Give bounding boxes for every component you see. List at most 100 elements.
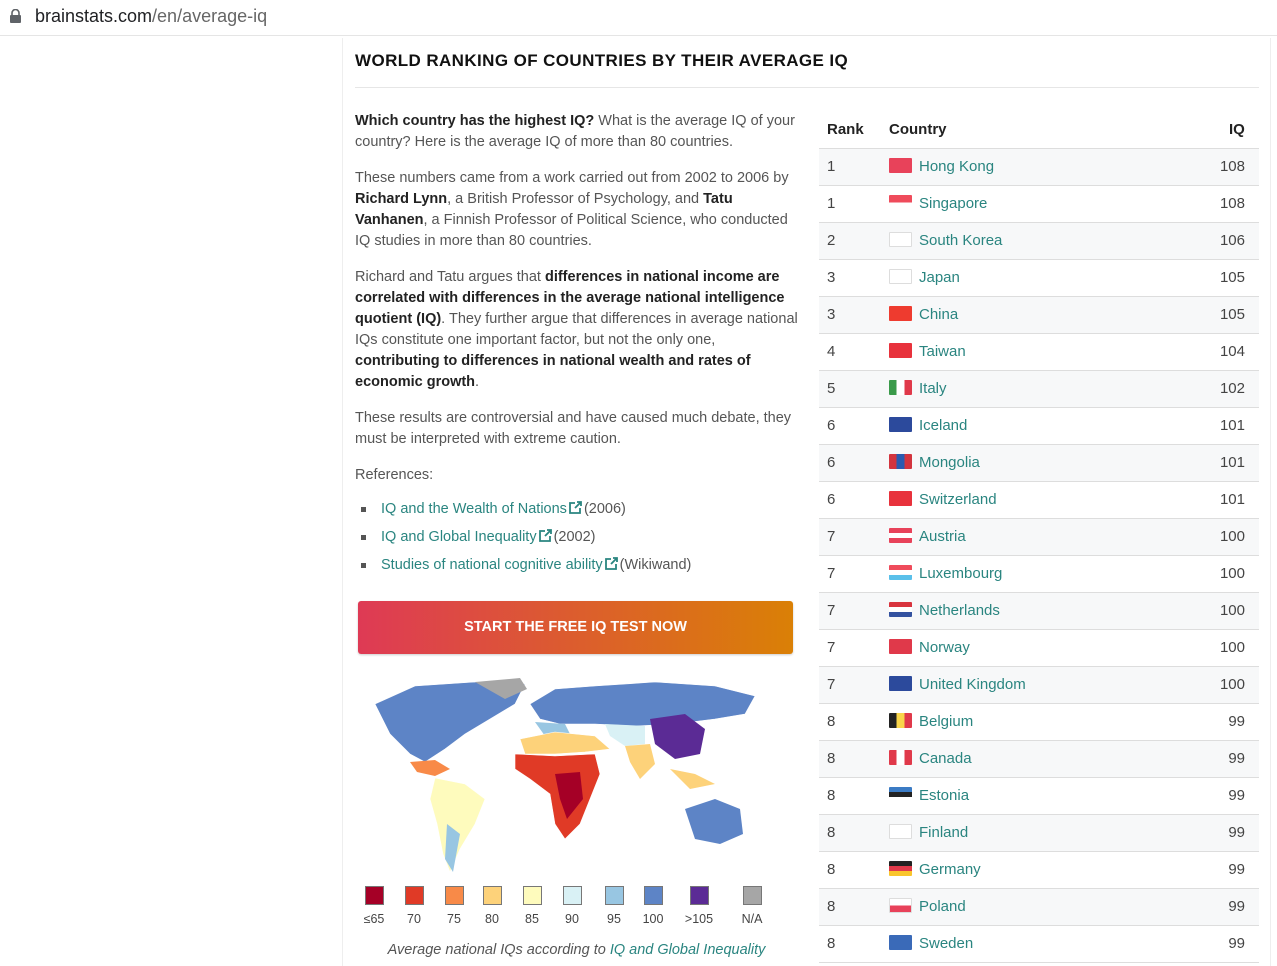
caption-link[interactable]: IQ and Global Inequality	[609, 942, 766, 958]
country-link[interactable]: Canada	[919, 750, 972, 767]
table-row: 4 Taiwan 104	[819, 333, 1259, 371]
flag-icon	[889, 343, 912, 358]
country-cell: Norway	[881, 629, 1211, 667]
table-row: 6 Iceland 101	[819, 407, 1259, 445]
references-list: IQ and the Wealth of Nations (2006) IQ and…	[355, 499, 798, 583]
country-cell: Luxembourg	[881, 555, 1211, 593]
reference-link[interactable]: IQ and the Wealth of Nations	[381, 501, 567, 517]
authors-paragraph: These numbers came from a work carried o…	[355, 170, 789, 249]
country-cell: Mongolia	[881, 444, 1211, 482]
table-row: 1 Singapore 108	[819, 185, 1259, 223]
flag-icon	[889, 898, 912, 913]
country-link[interactable]: South Korea	[919, 232, 1003, 249]
country-link[interactable]: Sweden	[919, 935, 974, 952]
iq-cell: 101	[1211, 444, 1259, 482]
legend-item: 100	[633, 886, 673, 926]
rank-cell: 2	[819, 222, 881, 260]
legend-swatch	[404, 886, 424, 905]
country-cell: Netherlands	[881, 592, 1211, 630]
address-bar[interactable]: brainstats.com/en/average-iq	[0, 0, 1277, 36]
legend-item: 70	[394, 886, 434, 926]
country-link[interactable]: Italy	[919, 380, 947, 397]
legend-item: 90	[552, 886, 592, 926]
table-row: 8 Canada 99	[819, 740, 1259, 778]
flag-icon	[889, 676, 912, 691]
country-link[interactable]: Germany	[919, 861, 981, 878]
url-text[interactable]: brainstats.com/en/average-iq	[35, 6, 268, 26]
rank-cell: 7	[819, 592, 881, 630]
flag-icon	[889, 380, 912, 395]
iq-cell: 100	[1211, 555, 1259, 593]
flag-icon	[889, 639, 912, 654]
legend-label: 75	[447, 912, 461, 926]
country-link[interactable]: Poland	[919, 898, 966, 915]
reference-link[interactable]: IQ and Global Inequality	[381, 529, 537, 545]
iq-cell: 100	[1211, 518, 1259, 556]
rank-cell: 8	[819, 740, 881, 778]
country-link[interactable]: Mongolia	[919, 454, 980, 471]
external-link-icon	[538, 529, 552, 542]
rank-cell: 1	[819, 185, 881, 223]
legend-swatch	[643, 886, 663, 905]
country-link[interactable]: Iceland	[919, 417, 968, 434]
iq-ranking-table: Rank Country IQ 1 Hong Kong 108 1 Singapore 1…	[819, 111, 1259, 963]
country-link[interactable]: Finland	[919, 824, 969, 841]
iq-cell: 99	[1211, 851, 1259, 889]
lock-icon	[10, 9, 21, 23]
table-row: 5 Italy 102	[819, 370, 1259, 408]
country-cell: South Korea	[881, 222, 1211, 260]
country-link[interactable]: Japan	[919, 269, 960, 286]
rank-cell: 8	[819, 851, 881, 889]
rank-cell: 8	[819, 703, 881, 741]
iq-cell: 106	[1211, 222, 1259, 260]
country-cell: Belgium	[881, 703, 1211, 741]
legend-label: 70	[407, 912, 421, 926]
iq-cell: 108	[1211, 148, 1259, 186]
iq-cell: 108	[1211, 185, 1259, 223]
country-cell: Estonia	[881, 777, 1211, 815]
legend-swatch	[444, 886, 464, 905]
table-row: 8 Belgium 99	[819, 703, 1259, 741]
table-row: 1 Hong Kong 108	[819, 148, 1259, 186]
iq-cell: 99	[1211, 814, 1259, 852]
country-link[interactable]: Luxembourg	[919, 565, 1003, 582]
country-cell: China	[881, 296, 1211, 334]
table-row: 6 Mongolia 101	[819, 444, 1259, 482]
legend-item: 75	[434, 886, 474, 926]
country-link[interactable]: Taiwan	[919, 343, 966, 360]
country-link[interactable]: Hong Kong	[919, 158, 995, 175]
country-link[interactable]: Netherlands	[919, 602, 1000, 619]
legend-label: 90	[565, 912, 579, 926]
reference-link[interactable]: Studies of national cognitive ability	[381, 557, 603, 573]
country-cell: Italy	[881, 370, 1211, 408]
start-iq-test-button[interactable]: START THE FREE IQ TEST NOW	[358, 601, 793, 654]
country-cell: Sweden	[881, 925, 1211, 963]
country-link[interactable]: United Kingdom	[919, 676, 1026, 693]
country-link[interactable]: Switzerland	[919, 491, 997, 508]
iq-cell: 99	[1211, 888, 1259, 926]
country-link[interactable]: Norway	[919, 639, 970, 656]
iq-cell: 100	[1211, 666, 1259, 704]
country-link[interactable]: Belgium	[919, 713, 974, 730]
divider	[355, 87, 1259, 88]
reference-note: (2002)	[553, 529, 596, 545]
country-link[interactable]: Singapore	[919, 195, 988, 212]
iq-cell: 105	[1211, 259, 1259, 297]
country-link[interactable]: Estonia	[919, 787, 970, 804]
country-link[interactable]: China	[919, 306, 959, 323]
rank-cell: 6	[819, 407, 881, 445]
rank-cell: 4	[819, 333, 881, 371]
country-cell: United Kingdom	[881, 666, 1211, 704]
rank-cell: 6	[819, 444, 881, 482]
rank-cell: 1	[819, 148, 881, 186]
iq-cell: 102	[1211, 370, 1259, 408]
flag-icon	[889, 935, 912, 950]
legend-label: 85	[525, 912, 539, 926]
table-row: 8 Germany 99	[819, 851, 1259, 889]
legend-item: N/A	[732, 886, 772, 926]
iq-cell: 100	[1211, 592, 1259, 630]
iq-cell: 105	[1211, 296, 1259, 334]
flag-icon	[889, 195, 912, 210]
table-row: 3 China 105	[819, 296, 1259, 334]
country-link[interactable]: Austria	[919, 528, 966, 545]
